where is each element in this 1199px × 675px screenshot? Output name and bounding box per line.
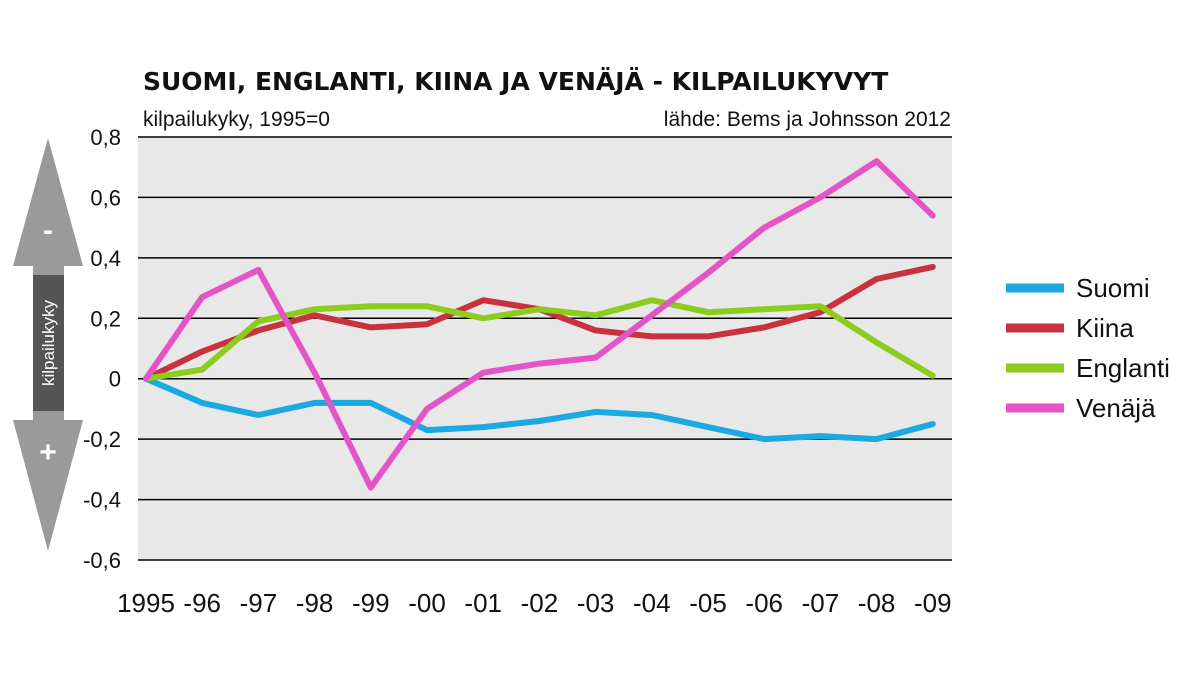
x-tick-label: -07 <box>802 588 840 618</box>
x-tick-label: -08 <box>858 588 896 618</box>
x-tick-label: -02 <box>521 588 559 618</box>
arrow-minus-sign: - <box>43 214 53 247</box>
y-tick-label: -0,2 <box>83 427 121 452</box>
legend-label: Kiina <box>1076 313 1134 343</box>
y-axis-ticks: 0,8 0,6 0,4 0,2 0 -0,2 -0,4 -0,6 <box>83 125 121 573</box>
chart-subtitle: kilpailukyky, 1995=0 <box>143 108 330 131</box>
series-lines <box>143 158 936 491</box>
chart-title: SUOMI, ENGLANTI, KIINA JA VENÄJÄ - KILPA… <box>143 66 888 96</box>
direction-arrow: kilpailukyky - + <box>13 138 83 551</box>
legend-label: Venäjä <box>1076 393 1156 423</box>
series-line-suomi <box>143 375 936 443</box>
y-tick-label: -0,4 <box>83 488 121 513</box>
x-tick-label: -01 <box>464 588 502 618</box>
series-line-englanti <box>143 297 936 382</box>
arrow-down-shape <box>13 411 83 551</box>
x-tick-label: -03 <box>577 588 615 618</box>
arrow-stem <box>33 275 64 411</box>
arrow-plus-sign: + <box>39 436 57 469</box>
x-tick-label: 1995 <box>117 588 175 618</box>
x-tick-label: -09 <box>914 588 952 618</box>
legend-label: Englanti <box>1076 353 1170 383</box>
x-tick-label: -99 <box>352 588 390 618</box>
legend: Suomi Kiina Englanti Venäjä <box>1006 273 1170 423</box>
y-tick-label: 0 <box>109 367 121 392</box>
y-tick-label: 0,4 <box>90 246 121 271</box>
x-tick-label: -98 <box>296 588 334 618</box>
x-tick-label: -00 <box>408 588 446 618</box>
x-axis-ticks: 1995 -96 -97 -98 -99 -00 -01 -02 -03 -04 -05 -06 -07… <box>117 588 952 618</box>
y-tick-label: 0,2 <box>90 306 121 331</box>
legend-label: Suomi <box>1076 273 1150 303</box>
chart-source: lähde: Bems ja Johnsson 2012 <box>664 108 951 131</box>
x-tick-label: -96 <box>183 588 221 618</box>
y-tick-label: 0,6 <box>90 185 121 210</box>
arrow-ylabel: kilpailukyky <box>39 300 58 386</box>
arrow-up-shape <box>13 138 83 275</box>
x-tick-label: -06 <box>745 588 783 618</box>
x-tick-label: -97 <box>240 588 278 618</box>
series-line-venj <box>143 158 936 491</box>
y-tick-label: -0,6 <box>83 548 121 573</box>
x-tick-label: -04 <box>633 588 671 618</box>
plot-area <box>138 137 952 560</box>
y-tick-label: 0,8 <box>90 125 121 150</box>
x-tick-label: -05 <box>689 588 727 618</box>
